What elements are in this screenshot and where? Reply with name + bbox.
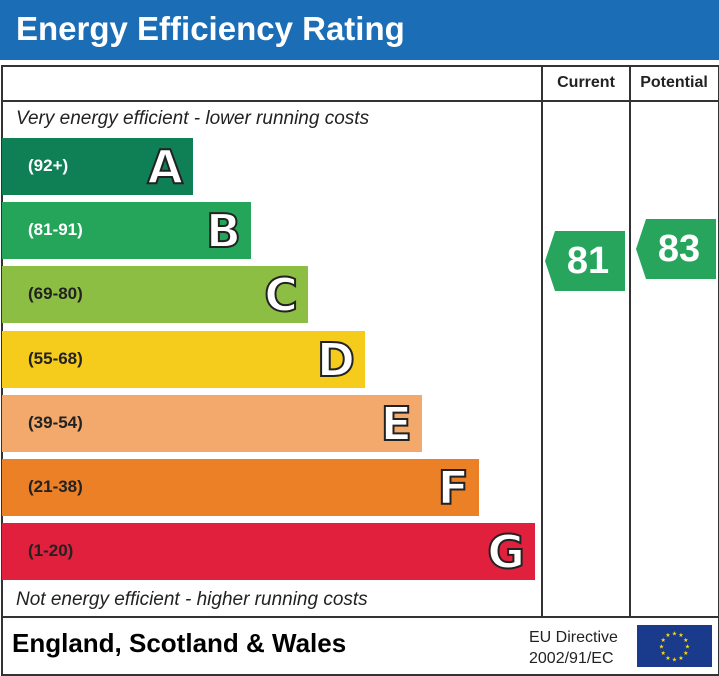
potential-rating-arrow: 83 [636, 219, 716, 279]
top-note: Very energy efficient - lower running co… [16, 108, 370, 129]
star-icon: ★ [661, 637, 666, 644]
star-icon: ★ [683, 637, 688, 644]
star-icon: ★ [685, 644, 690, 651]
band-range: (1-20) [28, 541, 74, 561]
directive-line2: 2002/91/EC [529, 650, 614, 667]
rating-bar-c: (69-80) C [2, 266, 308, 324]
band-range: (81-91) [28, 220, 83, 240]
band-letter: C [263, 267, 299, 323]
band-letter: E [380, 396, 413, 452]
band-range: (39-54) [28, 412, 83, 432]
star-icon: ★ [665, 655, 670, 662]
band-letter: F [437, 460, 470, 516]
band-range: (69-80) [28, 284, 83, 304]
potential-header: Potential [640, 74, 708, 91]
star-icon: ★ [672, 657, 677, 664]
rating-bar-f: (21-38) F [2, 459, 479, 516]
band-letter: A [146, 139, 184, 195]
eu-flag-icon: ★★★★★★★★★ ★ ★★ [637, 625, 712, 667]
star-icon: ★ [672, 631, 677, 638]
band-letter: G [486, 524, 526, 580]
divider [629, 65, 631, 617]
rating-bar-g: (1-20) G [2, 523, 535, 581]
current-header: Current [557, 74, 615, 91]
directive-line1: EU Directive [529, 629, 618, 646]
band-letter: D [316, 332, 356, 388]
rating-bar-a: (92+) A [2, 138, 193, 195]
star-icon: ★ [678, 632, 683, 639]
current-rating-arrow: 81 [545, 231, 625, 291]
band-range: (92+) [28, 156, 69, 175]
band-range: (55-68) [28, 348, 83, 368]
divider [1, 100, 718, 102]
rating-bar-b: (81-91) B [2, 202, 251, 260]
rating-bar-d: (55-68) D [2, 330, 365, 388]
star-icon: ★ [659, 644, 664, 651]
eu-directive: EU Directive 2002/91/EC [529, 627, 618, 669]
bottom-note: Not energy efficient - higher running co… [16, 589, 368, 610]
star-icon: ★ [683, 650, 688, 657]
divider [1, 616, 718, 618]
band-range: (21-38) [28, 477, 83, 496]
band-letter: B [205, 203, 242, 259]
star-icon: ★ [678, 655, 683, 662]
star-icon: ★ [661, 650, 666, 657]
title-bar: Energy Efficiency Rating [0, 0, 719, 60]
region-label: England, Scotland & Wales [12, 628, 347, 658]
divider [541, 65, 543, 617]
star-icon: ★ [665, 632, 670, 639]
page-title: Energy Efficiency Rating [16, 10, 405, 47]
rating-bar-e: (39-54) E [2, 394, 422, 452]
